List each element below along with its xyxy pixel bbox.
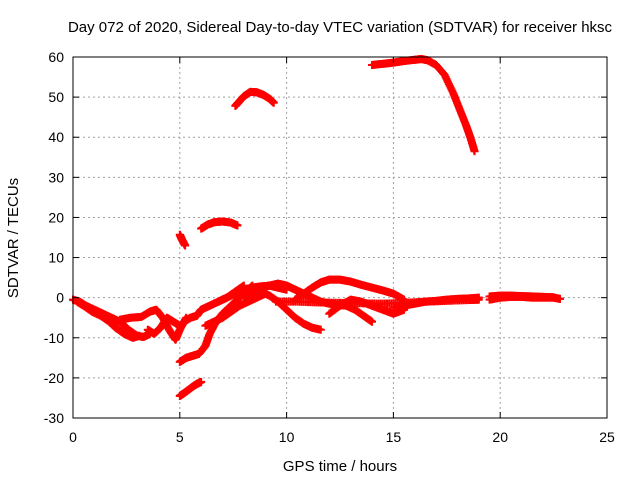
chart-title: Day 072 of 2020, Sidereal Day-to-day VTE… (68, 19, 613, 36)
data-series-seg-15 (175, 230, 190, 250)
data-series-seg-18 (197, 217, 242, 233)
y-tick-label: 10 (48, 250, 64, 266)
data-point (368, 317, 377, 326)
data-series-seg-minus-22 (175, 377, 206, 400)
data-point (233, 221, 242, 230)
data-point (470, 147, 479, 156)
y-tick-label: 50 (48, 89, 64, 105)
data-point (474, 293, 483, 302)
x-tick-label: 5 (176, 429, 184, 445)
y-axis-label: SDTVAR / TECUs (5, 178, 22, 298)
y-tick-label: -30 (44, 410, 64, 426)
data-series-seg-high-arc (368, 55, 479, 156)
x-axis-label: GPS time / hours (283, 458, 397, 475)
data-series-seg-50 (231, 87, 278, 110)
y-tick-label: -20 (44, 370, 64, 386)
x-tick-label: 10 (279, 429, 295, 445)
y-tick-label: 20 (48, 209, 64, 225)
data-points (69, 55, 565, 400)
data-point (269, 98, 278, 107)
x-tick-label: 0 (69, 429, 77, 445)
data-point (181, 241, 190, 250)
data-series-seg-hump (291, 275, 409, 304)
data-point (316, 325, 325, 334)
plot-frame (72, 56, 608, 419)
data-series-seg-tail (389, 293, 483, 312)
y-tick-label: 60 (48, 49, 64, 65)
data-point (175, 321, 184, 330)
data-point (197, 377, 206, 386)
y-tick-label: 30 (48, 169, 64, 185)
grid (73, 57, 607, 418)
x-axis: 0 5 10 15 20 25 (69, 57, 615, 445)
y-axis: -30 -20 -10 0 10 20 30 40 50 60 (44, 49, 607, 426)
y-tick-label: -10 (44, 330, 64, 346)
x-tick-label: 20 (492, 429, 508, 445)
y-tick-label: 40 (48, 129, 64, 145)
data-point (549, 293, 558, 302)
x-tick-label: 25 (599, 429, 615, 445)
data-point (556, 294, 565, 303)
data-series-seg-early-b (73, 297, 144, 342)
y-tick-label: 0 (56, 290, 64, 306)
data-series-seg-late-b (485, 291, 558, 302)
x-tick-label: 15 (386, 429, 402, 445)
data-series-seg-wiggle-b (143, 313, 184, 338)
data-point (135, 331, 144, 340)
